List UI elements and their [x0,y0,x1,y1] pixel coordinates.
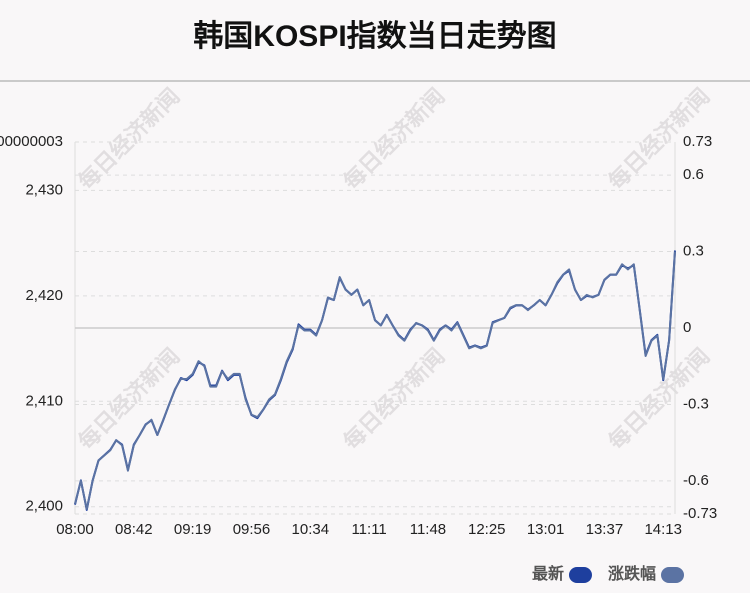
y2-tick-label: 0.6 [683,166,704,183]
x-tick-label: 11:11 [351,521,386,538]
y-tick-label: 2,434.5900000003 [0,133,63,150]
x-tick-label: 08:42 [115,521,153,538]
x-tick-label: 09:56 [233,521,271,538]
legend-label: 涨跌幅 [608,564,656,583]
y2-tick-label: 0.73 [683,133,712,150]
series-line [74,251,676,510]
chart-title: 韩国KOSPI指数当日走势图 [193,20,556,53]
x-tick-label: 09:19 [174,521,212,538]
x-tick-label: 14:13 [644,521,682,538]
y-tick-label: 2,420 [25,287,63,304]
legend-swatch [568,567,592,583]
y2-tick-label: 0 [683,319,691,336]
x-tick-label: 10:34 [292,521,330,538]
legend-swatch [661,567,684,583]
y2-tick-label: -0.73 [683,505,717,522]
x-tick-label: 11:48 [410,521,446,538]
x-tick-label: 13:01 [527,521,565,538]
x-tick-label: 08:00 [56,521,94,538]
y2-tick-label: -0.6 [683,472,709,489]
y-tick-label: 2,430 [25,181,63,198]
x-tick-label: 12:25 [468,521,506,538]
y-tick-label: 2,400 [25,498,63,515]
x-tick-label: 13:37 [586,521,624,538]
legend-label: 最新 [532,564,564,583]
y2-tick-label: 0.3 [683,243,704,260]
y2-tick-label: -0.3 [683,395,709,412]
y-tick-label: 2,410 [25,392,63,409]
